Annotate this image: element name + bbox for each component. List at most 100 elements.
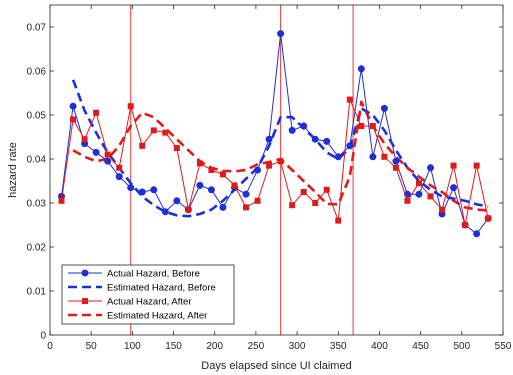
x-tick-label: 250: [248, 341, 265, 352]
data-point-square: [381, 153, 388, 160]
data-point-square: [369, 123, 376, 129]
data-point-square: [404, 197, 411, 204]
data-point-square: [277, 158, 284, 165]
data-point-square: [392, 164, 399, 171]
y-tick-label: 0.01: [27, 287, 47, 298]
data-point-circle: [265, 135, 273, 143]
data-point-square: [127, 103, 134, 110]
data-point-square: [150, 127, 157, 134]
data-point-circle: [369, 153, 377, 161]
data-point-square: [254, 197, 261, 204]
legend-label: Actual Hazard, After: [107, 297, 191, 308]
data-point-square: [312, 200, 319, 206]
data-point-square: [415, 180, 422, 187]
data-point-square: [208, 167, 215, 173]
x-tick-label: 100: [124, 341, 141, 352]
y-tick-label: 0.06: [27, 67, 47, 78]
legend-item: Estimated Hazard, Before: [68, 283, 216, 294]
data-point-circle: [392, 157, 400, 165]
legend: Actual Hazard, Before Estimated Hazard, B…: [61, 264, 235, 325]
x-tick-label: 450: [412, 341, 429, 352]
axes-frame: [49, 4, 504, 336]
data-point-circle: [323, 137, 331, 145]
data-point-circle: [81, 269, 89, 277]
legend-label: Actual Hazard, Before: [107, 269, 200, 280]
legend-item: Estimated Hazard, After: [68, 311, 207, 322]
data-point-square: [243, 204, 250, 211]
data-point-square: [335, 217, 342, 224]
data-point-square: [346, 96, 353, 103]
data-point-square: [185, 206, 192, 213]
data-point-circle: [69, 102, 77, 110]
data-point-square: [485, 215, 492, 222]
y-tick-label: 0.04: [27, 155, 47, 166]
data-point-circle: [127, 184, 135, 192]
data-point-square: [450, 162, 457, 169]
data-point-square: [93, 109, 100, 116]
data-point-square: [323, 186, 330, 193]
x-tick-label: 150: [165, 341, 182, 352]
data-point-square: [196, 160, 203, 167]
data-point-square: [81, 136, 88, 143]
data-point-circle: [311, 135, 319, 143]
data-point-circle: [150, 186, 158, 194]
data-point-circle: [450, 184, 458, 192]
series-2: [58, 96, 492, 228]
axes: 0 50 100 150 200 250 300 350 400 450 500 550 0 0.01 0.…: [27, 4, 512, 352]
data-point-square: [82, 298, 88, 304]
x-axis-label: Days elapsed since UI claimed: [201, 360, 351, 372]
data-point-square: [116, 164, 123, 171]
x-tick-label: 300: [289, 341, 306, 352]
data-point-circle: [104, 157, 112, 165]
data-point-circle: [138, 188, 146, 196]
data-point-circle: [173, 197, 181, 205]
x-tick-label: 0: [47, 341, 53, 352]
data-point-circle: [277, 30, 285, 38]
y-tick-label: 0.03: [27, 199, 47, 210]
data-point-square: [173, 145, 180, 151]
data-point-square: [139, 142, 146, 149]
data-point-circle: [357, 65, 365, 73]
x-tick-label: 200: [206, 341, 223, 352]
data-point-circle: [196, 181, 204, 189]
data-point-circle: [207, 186, 215, 194]
data-point-circle: [427, 164, 435, 172]
data-point-circle: [254, 166, 262, 174]
y-tick-label: 0: [40, 331, 46, 342]
data-point-square: [70, 116, 77, 123]
data-point-square: [300, 189, 307, 195]
x-tick-label: 550: [495, 341, 512, 352]
series-line-dashed: [71, 79, 489, 218]
data-point-circle: [334, 153, 342, 161]
data-point-square: [289, 202, 296, 209]
y-tick-label: 0.02: [27, 243, 47, 254]
data-point-circle: [115, 173, 123, 181]
data-point-circle: [300, 122, 308, 130]
data-point-square: [462, 222, 469, 228]
data-point-circle: [380, 104, 388, 112]
data-point-circle: [288, 126, 296, 134]
data-point-square: [231, 182, 238, 189]
data-point-square: [358, 123, 365, 129]
legend-item: Actual Hazard, After: [68, 297, 191, 308]
data-point-circle: [346, 142, 354, 150]
data-point-square: [473, 162, 480, 169]
plot-area: [58, 5, 492, 335]
data-point-square: [266, 162, 273, 169]
data-point-circle: [92, 148, 100, 156]
legend-item: Actual Hazard, Before: [68, 269, 200, 280]
data-point-circle: [161, 208, 169, 216]
data-point-square: [58, 197, 65, 204]
x-tick-label: 500: [453, 341, 470, 352]
x-tick-label: 50: [86, 341, 98, 352]
data-point-square: [427, 193, 434, 200]
x-tick-label: 350: [330, 341, 347, 352]
data-point-circle: [219, 203, 227, 211]
data-point-circle: [242, 190, 250, 198]
data-point-square: [439, 206, 446, 213]
legend-label: Estimated Hazard, After: [107, 311, 207, 322]
y-tick-label: 0.07: [27, 23, 47, 34]
data-point-circle: [473, 230, 481, 238]
data-point-circle: [415, 190, 423, 198]
